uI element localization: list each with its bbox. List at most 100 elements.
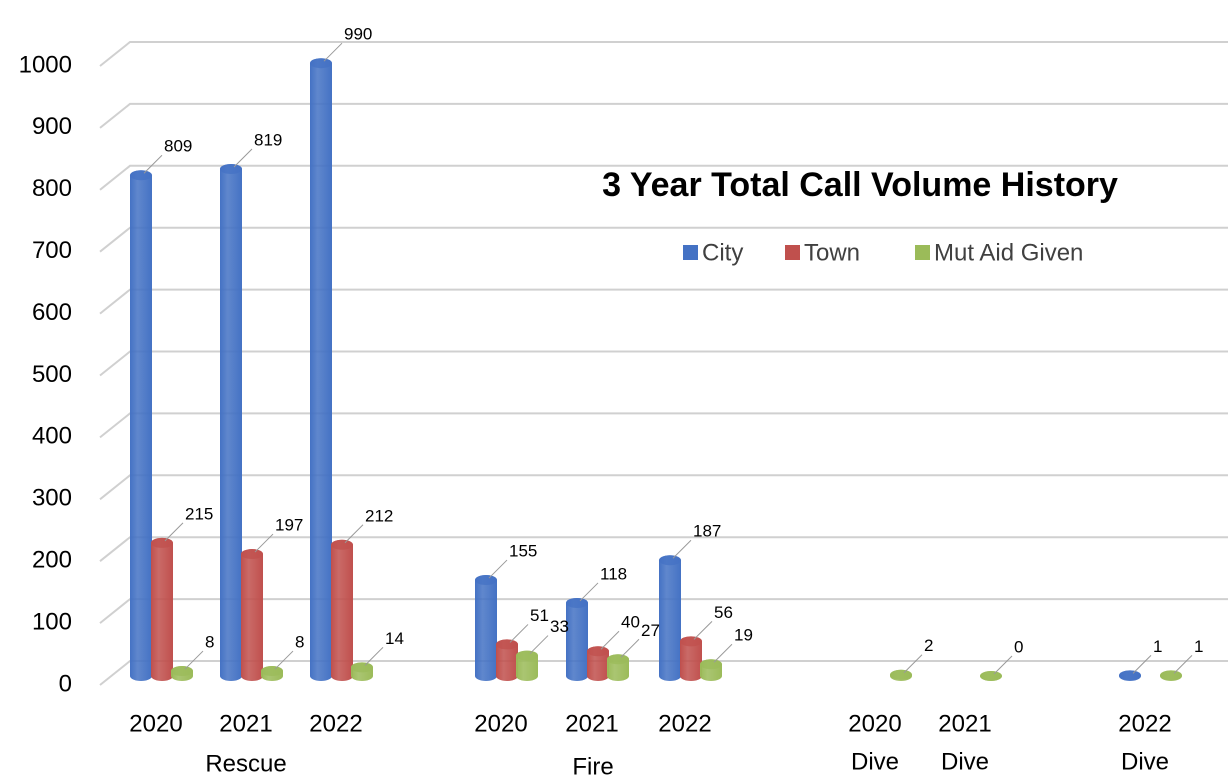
- bar: [566, 597, 588, 681]
- data-label: 212: [365, 506, 393, 525]
- bar-cap: [151, 537, 173, 548]
- leader-line: [1132, 655, 1152, 674]
- data-label: 14: [385, 629, 404, 648]
- leader-line: [672, 539, 692, 559]
- bar-cap: [130, 170, 152, 181]
- bar: [496, 639, 518, 681]
- bar-cap: [351, 662, 373, 673]
- data-label: 8: [295, 633, 304, 652]
- bar: [659, 555, 681, 681]
- y-tick-label: 300: [32, 485, 72, 512]
- data-label: 33: [550, 617, 569, 636]
- bar: [130, 170, 152, 682]
- bar-cap: [700, 659, 722, 670]
- y-tick-label: 1000: [19, 51, 72, 78]
- bar: [220, 164, 242, 681]
- y-tick-label: 600: [32, 299, 72, 326]
- grid-line: [99, 474, 1228, 501]
- data-label: 51: [530, 606, 549, 625]
- data-label: 155: [509, 542, 537, 561]
- x-tick-label: 2020: [129, 710, 182, 737]
- bar: [475, 575, 497, 681]
- leader-line: [254, 533, 274, 553]
- bar-cap: [475, 575, 497, 586]
- bar-cap: [171, 666, 193, 677]
- grid-line: [99, 41, 1228, 67]
- bar: [310, 58, 332, 681]
- bar-cap: [587, 646, 609, 657]
- leader-line: [164, 522, 184, 542]
- leader-line: [233, 148, 253, 168]
- data-label: 819: [254, 131, 282, 150]
- bar-cap: [310, 58, 332, 69]
- data-label: 990: [344, 25, 372, 44]
- y-tick-label: 200: [32, 547, 72, 574]
- y-tick-label: 700: [32, 237, 72, 264]
- grid-line: [99, 102, 1228, 129]
- bar-cap: [496, 639, 518, 650]
- bar: [151, 537, 173, 681]
- group-label: Dive: [851, 748, 899, 775]
- bar-cap: [1119, 670, 1141, 681]
- leader-line: [579, 582, 599, 602]
- leader-line: [1173, 655, 1193, 674]
- leader-line: [323, 42, 343, 62]
- bar: [680, 636, 702, 681]
- leader-line: [529, 635, 549, 654]
- x-tick-label: 2020: [474, 710, 527, 737]
- data-label: 187: [693, 522, 721, 541]
- leader-line: [600, 630, 620, 650]
- bar: [241, 549, 263, 681]
- leader-line: [509, 624, 529, 643]
- chart-title: 3 Year Total Call Volume History: [602, 166, 1118, 204]
- bar-cap: [566, 597, 588, 608]
- y-tick-label: 400: [32, 423, 72, 450]
- data-label: 8: [205, 633, 214, 652]
- x-tick-label: 2021: [938, 710, 991, 737]
- bar-cap: [607, 654, 629, 665]
- data-label: 0: [1014, 637, 1023, 656]
- leader-line: [274, 650, 294, 670]
- data-label: 2: [924, 636, 933, 655]
- x-tick-label: 2021: [219, 710, 272, 737]
- leader-line: [143, 154, 163, 174]
- group-label: Rescue: [205, 750, 286, 777]
- group-label: Fire: [572, 753, 613, 780]
- data-label: 27: [641, 621, 660, 640]
- data-label: 215: [185, 504, 213, 523]
- grid-line: [99, 164, 1228, 191]
- leader-line: [344, 524, 364, 544]
- legend-label: Town: [804, 239, 860, 266]
- data-label: 809: [164, 137, 192, 156]
- bar-cap: [220, 164, 242, 175]
- y-tick-label: 0: [59, 670, 72, 697]
- group-label: Dive: [941, 748, 989, 775]
- legend-label: City: [702, 239, 743, 266]
- data-label: 1: [1153, 637, 1162, 656]
- x-tick-label: 2022: [309, 710, 362, 737]
- leader-line: [620, 638, 640, 658]
- y-tick-label: 500: [32, 361, 72, 388]
- grid-line: [99, 288, 1228, 315]
- leader-line: [903, 654, 923, 674]
- legend-swatch: [785, 245, 800, 260]
- bar-cap: [261, 666, 283, 677]
- data-label: 40: [621, 613, 640, 632]
- x-tick-label: 2021: [565, 710, 618, 737]
- bar-cap: [241, 549, 263, 560]
- leader-line: [488, 559, 508, 579]
- leader-line: [184, 650, 204, 670]
- bar-cap: [659, 555, 681, 566]
- bar-cap: [516, 650, 538, 661]
- bar: [331, 539, 353, 681]
- y-tick-label: 100: [32, 608, 72, 635]
- y-tick-label: 800: [32, 175, 72, 202]
- bar-cap: [331, 539, 353, 550]
- data-label: 19: [734, 626, 753, 645]
- leader-line: [713, 643, 733, 663]
- legend-label: Mut Aid Given: [934, 239, 1083, 266]
- x-tick-label: 2020: [848, 710, 901, 737]
- x-tick-label: 2022: [1118, 710, 1171, 737]
- y-tick-label: 900: [32, 113, 72, 140]
